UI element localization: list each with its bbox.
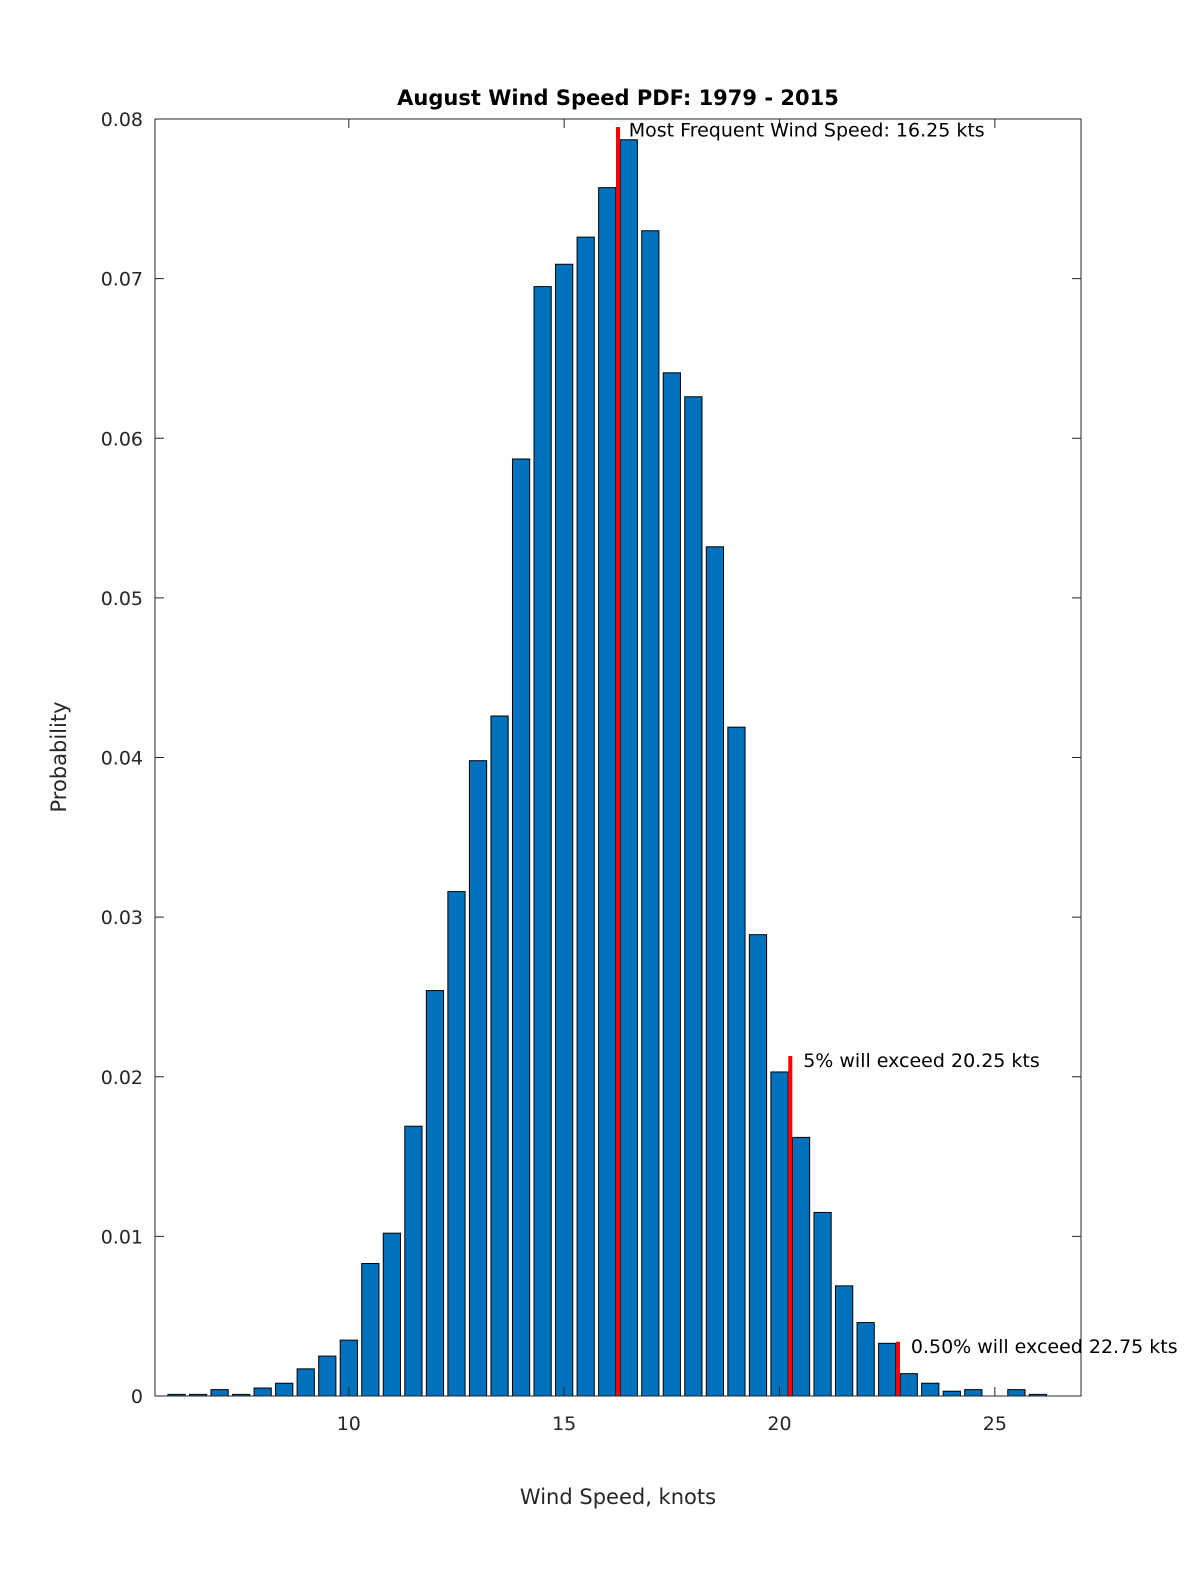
y-tick-label: 0.07 (101, 269, 143, 291)
bar (555, 263, 574, 1397)
y-tick-label: 0.08 (101, 109, 143, 131)
bar (662, 372, 681, 1397)
bar (210, 1389, 229, 1397)
y-tick-label: 0.02 (101, 1067, 143, 1089)
y-tick-label: 0.04 (101, 748, 143, 770)
bar (425, 990, 445, 1397)
bar (878, 1342, 897, 1397)
bar (619, 139, 638, 1397)
bar (899, 1373, 918, 1397)
y-tick-label: 0.01 (101, 1226, 143, 1248)
bar (684, 396, 703, 1397)
bar (727, 726, 746, 1397)
bars-layer (167, 139, 1048, 1397)
markers-layer (616, 126, 900, 1396)
annotations-layer: Most Frequent Wind Speed: 16.25 kts 5% wi… (629, 120, 1178, 1358)
bar (468, 760, 488, 1397)
y-tick-label: 0.05 (101, 588, 143, 610)
bar (770, 1071, 789, 1397)
x-tick-label: 20 (767, 1413, 791, 1435)
bar (318, 1355, 337, 1397)
bar (511, 458, 531, 1397)
bar (576, 236, 595, 1397)
bar (1007, 1389, 1026, 1397)
bar (705, 546, 725, 1397)
bar (942, 1390, 961, 1397)
bar (748, 934, 768, 1397)
x-axis-label: Wind Speed, knots (520, 1485, 716, 1509)
x-tick-label: 25 (983, 1413, 1007, 1435)
bar (835, 1285, 854, 1397)
bar (598, 187, 617, 1397)
bar (641, 230, 660, 1397)
bar (361, 1263, 380, 1397)
ticks-layer: 10 15 20 25 0 0.01 0.02 0.03 0.04 0.05 0.06 0.07 0.0… (101, 109, 1081, 1435)
bar (791, 1136, 811, 1397)
x-tick-label: 10 (337, 1413, 361, 1435)
bar (404, 1125, 423, 1397)
bar (490, 715, 509, 1397)
bar (296, 1368, 315, 1397)
bar (382, 1232, 401, 1397)
bar (856, 1322, 875, 1397)
bar (921, 1382, 940, 1397)
bar (964, 1389, 983, 1397)
marker-annotation: 5% will exceed 20.25 kts (803, 1050, 1040, 1072)
bar (275, 1382, 294, 1397)
bar (253, 1387, 272, 1397)
y-tick-label: 0 (131, 1386, 143, 1408)
bar (447, 891, 466, 1397)
bar (533, 286, 552, 1397)
bar (813, 1211, 832, 1397)
marker-annotation: 0.50% will exceed 22.75 kts (911, 1336, 1178, 1358)
y-axis-label: Probability (47, 701, 71, 812)
marker-annotation: Most Frequent Wind Speed: 16.25 kts (629, 120, 985, 142)
y-tick-label: 0.03 (101, 907, 143, 929)
x-tick-label: 15 (552, 1413, 576, 1435)
chart-title: August Wind Speed PDF: 1979 - 2015 (397, 86, 839, 110)
y-tick-label: 0.06 (101, 428, 143, 450)
